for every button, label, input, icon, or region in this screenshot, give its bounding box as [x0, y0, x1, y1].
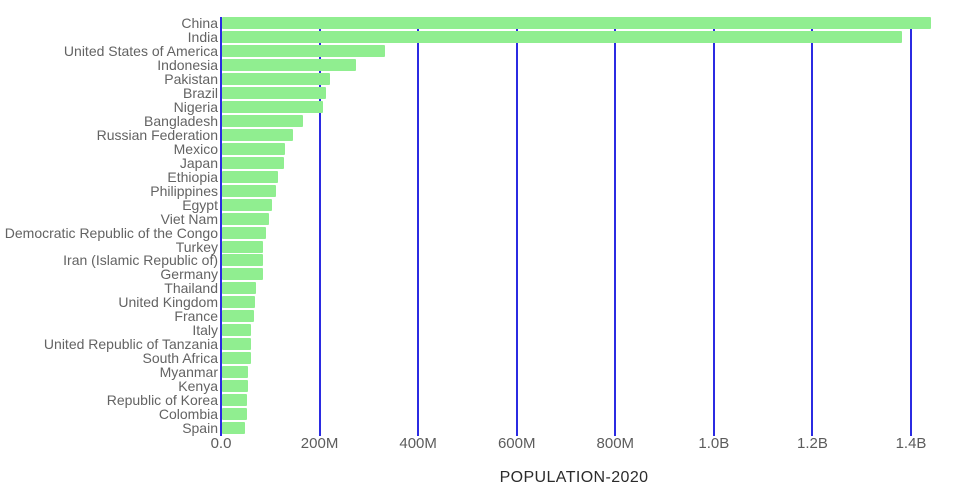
country-label: Italy	[192, 322, 218, 339]
bar-russian-federation	[221, 128, 294, 141]
gridline-800M	[614, 17, 617, 436]
bar-united-kingdom	[221, 296, 255, 309]
country-label: Nigeria	[173, 98, 218, 115]
country-label: Germany	[160, 266, 218, 283]
bar-germany	[221, 268, 263, 281]
x-tick-label: 0.0	[210, 435, 232, 452]
country-label: France	[174, 308, 218, 325]
bar-brazil	[221, 86, 327, 99]
bar-spain	[221, 422, 245, 435]
gridline-400M	[417, 17, 420, 436]
country-label: Brazil	[182, 84, 218, 101]
country-label: Indonesia	[157, 56, 218, 73]
bar-indonesia	[221, 58, 357, 71]
country-label: Russian Federation	[96, 126, 218, 143]
bar-viet-nam	[221, 212, 270, 225]
country-label: Republic of Korea	[106, 392, 218, 409]
gridline-600M	[515, 17, 518, 436]
country-label: Turkey	[175, 238, 218, 255]
country-label: Mexico	[173, 140, 218, 157]
country-label: United States of America	[63, 42, 218, 59]
bar-kenya	[221, 380, 249, 393]
bar-democratic-republic-of-the-congo	[221, 226, 266, 239]
x-axis-title: POPULATION-2020	[499, 469, 649, 486]
x-tick-label: 600M	[497, 435, 536, 452]
x-tick-label: 400M	[399, 435, 437, 452]
country-label: United Republic of Tanzania	[43, 336, 218, 353]
x-tick-label: 1.2B	[796, 435, 828, 452]
bar-nigeria	[221, 100, 324, 113]
bar-india	[221, 30, 902, 43]
bar-china	[221, 17, 931, 29]
country-label: Iran (Islamic Republic of)	[63, 252, 218, 269]
country-label: Ethiopia	[167, 168, 218, 185]
country-label: Pakistan	[164, 70, 218, 87]
bar-bangladesh	[221, 114, 303, 127]
bar-colombia	[221, 408, 247, 421]
country-label: Bangladesh	[144, 112, 218, 129]
bar-south-africa	[221, 352, 251, 365]
bar-philippines	[221, 184, 276, 197]
x-tick-label: 1.0B	[698, 435, 730, 452]
gridline-1.4B	[910, 17, 912, 436]
bar-egypt	[221, 198, 272, 211]
bar-united-republic-of-tanzania	[221, 338, 251, 351]
bar-turkey	[221, 240, 264, 253]
gridline-1.0B	[712, 17, 715, 436]
bar-france	[221, 310, 254, 323]
country-label: South Africa	[142, 350, 219, 367]
country-label: Viet Nam	[160, 210, 218, 227]
country-label: Japan	[179, 154, 218, 171]
x-tick-label: 800M	[596, 435, 635, 452]
bar-pakistan	[221, 72, 331, 85]
country-label: Philippines	[150, 182, 218, 199]
bar-united-states-of-america	[221, 44, 385, 57]
bar-iran-islamic-republic-of-	[221, 254, 263, 267]
country-label: Colombia	[158, 406, 218, 423]
gridline-0.0	[220, 17, 222, 436]
country-label: Democratic Republic of the Congo	[4, 224, 218, 241]
country-label: Egypt	[182, 196, 218, 213]
gridline-1.2B	[811, 17, 814, 436]
country-label: Spain	[182, 420, 218, 437]
bar-japan	[221, 156, 284, 169]
country-label: China	[181, 15, 218, 31]
bar-mexico	[221, 142, 286, 155]
gridline-200M	[318, 17, 321, 436]
country-label: Kenya	[178, 378, 218, 395]
bar-myanmar	[221, 366, 249, 379]
x-tick-label: 1.4B	[895, 435, 927, 452]
country-label: United Kingdom	[118, 294, 218, 311]
country-label: Thailand	[164, 280, 218, 297]
bar-ethiopia	[221, 170, 279, 183]
bar-republic-of-korea	[221, 394, 247, 407]
x-tick-label: 200M	[300, 435, 339, 452]
bar-italy	[221, 324, 252, 337]
country-label: India	[187, 28, 218, 45]
bar-thailand	[221, 282, 256, 295]
country-label: Myanmar	[159, 364, 218, 381]
